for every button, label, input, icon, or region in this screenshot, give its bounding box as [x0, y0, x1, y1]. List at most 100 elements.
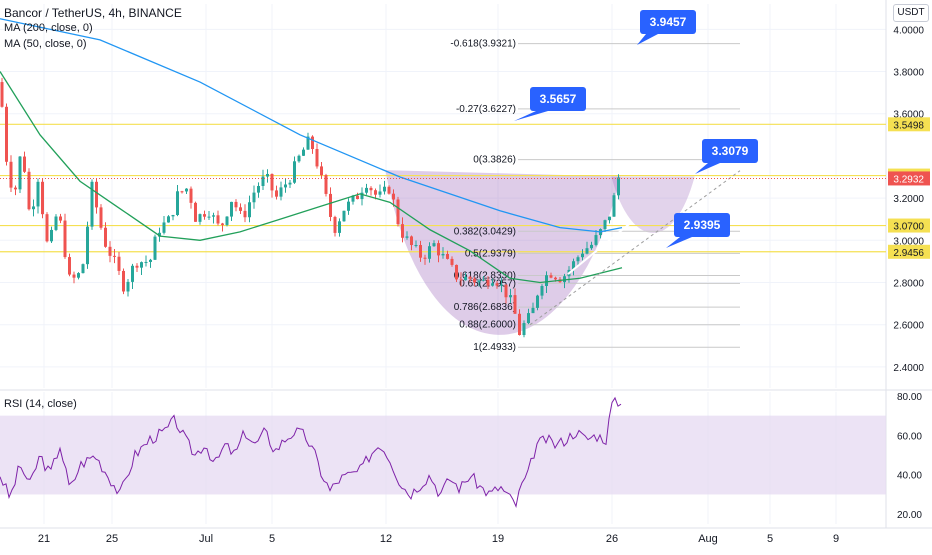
candle-body	[576, 257, 580, 262]
candle-body	[540, 286, 544, 296]
fib-label: 0.5(2.9379)	[465, 248, 516, 259]
candle-body	[617, 177, 620, 196]
chart-title[interactable]: Bancor / TetherUS, 4h, BINANCE	[4, 6, 182, 20]
candle-body	[293, 161, 296, 183]
level-price-label: 3.5498	[893, 120, 924, 131]
candle-body	[122, 270, 125, 292]
target-pointer	[666, 237, 692, 248]
candle-body	[239, 207, 242, 211]
candle-body	[207, 216, 211, 218]
candle-body	[185, 188, 188, 192]
candle-body	[504, 284, 508, 298]
candle-body	[518, 313, 521, 336]
fib-label: -0.618(3.9321)	[450, 39, 516, 50]
candle-body	[176, 191, 179, 216]
candle-body	[59, 216, 62, 221]
candle-body	[275, 190, 278, 197]
candle-body	[455, 264, 458, 280]
target-label: 3.9457	[650, 15, 687, 29]
candle-body	[401, 224, 404, 238]
candle-body	[306, 136, 310, 150]
rsi-axis[interactable]: 80.00 60.00 40.00 20.00	[897, 392, 922, 521]
time-axis[interactable]: 21 25 Jul 5 12 19 26 Aug 5 9	[38, 533, 839, 545]
candle-body	[441, 253, 445, 256]
time-tick-label: 12	[380, 533, 392, 545]
candle-body	[90, 181, 94, 227]
rsi-legend[interactable]: RSI (14, close)	[4, 398, 77, 410]
candle-body	[171, 215, 175, 217]
candle-body	[324, 175, 328, 194]
candle-body	[369, 187, 373, 191]
candle-body	[104, 227, 107, 247]
candle-body	[279, 187, 283, 197]
candle-body	[423, 257, 427, 259]
candle-body	[536, 295, 539, 308]
candle-body	[387, 186, 391, 194]
candle-body	[329, 193, 332, 217]
rsi-line	[0, 396, 622, 508]
rsi-tick-label: 20.00	[897, 510, 922, 521]
last-price-tag	[888, 171, 930, 186]
price-tick-label: 3.6000	[893, 110, 924, 121]
candle-body	[513, 295, 517, 314]
candle-body	[351, 195, 355, 202]
candle-body	[545, 275, 548, 287]
candle-body	[113, 255, 116, 257]
price-tick-label: 4.0000	[893, 25, 924, 36]
candle-body	[95, 181, 98, 208]
ma50-legend[interactable]: MA (50, close, 0)	[4, 38, 87, 50]
candle-body	[225, 216, 229, 225]
target-box	[530, 87, 586, 111]
candle-body	[392, 193, 395, 200]
candle-body	[252, 192, 256, 203]
level-price-tag	[888, 244, 930, 259]
price-axis[interactable]: 4.0000 3.8000 3.6000 3.2000 3.0000 2.8000 2.60…	[0, 25, 930, 374]
candle-body	[9, 161, 13, 188]
candle-body	[18, 156, 22, 190]
candle-body	[500, 284, 503, 286]
target-label: 2.9395	[684, 218, 721, 232]
fib-label: 0.382(3.0429)	[454, 226, 516, 237]
ma200-legend[interactable]: MA (200, close, 0)	[4, 22, 93, 34]
candle-body	[23, 156, 26, 172]
candle-body	[419, 245, 422, 258]
time-tick-label: 26	[606, 533, 618, 545]
candle-body	[378, 191, 382, 195]
target-pointer	[695, 163, 720, 174]
candle-body	[194, 202, 197, 222]
target-box	[702, 139, 758, 163]
candle-body	[477, 280, 481, 283]
candle-body	[203, 214, 206, 217]
candle-body	[63, 220, 67, 258]
candle-body	[140, 262, 143, 268]
ma50-line	[0, 71, 623, 284]
rsi-series-line	[0, 396, 622, 508]
candle-body	[486, 279, 490, 286]
candle-body	[495, 283, 499, 286]
candle-body	[216, 215, 220, 224]
rsi-tick-label: 80.00	[897, 392, 922, 403]
candle-body	[549, 275, 553, 278]
candle-body	[50, 229, 53, 242]
candle-body	[212, 215, 215, 217]
candle-body	[36, 181, 40, 207]
time-tick-label: 19	[492, 533, 504, 545]
candle-body	[356, 195, 359, 200]
candle-body	[365, 187, 368, 193]
candle-body	[347, 201, 350, 211]
candle-body	[360, 192, 364, 200]
candle-body	[248, 202, 251, 218]
candle-body	[302, 149, 305, 156]
candle-body	[234, 201, 238, 208]
currency-unit-badge[interactable]: USDT	[893, 4, 929, 22]
candle-body	[297, 155, 301, 162]
candle-body	[180, 191, 184, 193]
candle-body	[0, 82, 4, 107]
candle-body	[594, 235, 598, 245]
candle-body	[563, 276, 566, 283]
candle-body	[482, 279, 485, 281]
candle-body	[158, 232, 161, 237]
candle-body	[198, 214, 202, 222]
